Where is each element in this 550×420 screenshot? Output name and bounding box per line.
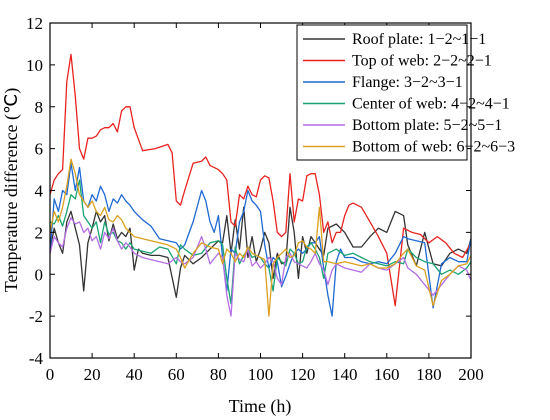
- y-tick-label: 2: [35, 223, 44, 242]
- series-line-6: [49, 158, 472, 317]
- x-tick-label: 160: [374, 365, 400, 384]
- x-tick-label: 60: [168, 365, 185, 384]
- x-tick-label: 20: [84, 365, 101, 384]
- series-layer: [49, 53, 472, 317]
- y-axis-title: Temperature difference (℃): [1, 88, 22, 293]
- legend: Roof plate: 1−2~1−1 Top of web: 2−2~2−1 Fl…: [296, 24, 515, 161]
- x-tick-label: 40: [126, 365, 143, 384]
- y-tick-label: 4: [35, 182, 44, 201]
- y-tick-label: -2: [29, 307, 43, 326]
- legend-label-3: Flange: 3−2~3−1: [352, 74, 463, 91]
- y-tick-label: 8: [35, 98, 44, 117]
- legend-label-1: Roof plate: 1−2~1−1: [352, 31, 486, 48]
- x-tick-label: 0: [46, 365, 55, 384]
- x-tick-label: 200: [458, 365, 484, 384]
- legend-label-4: Center of web: 4−2~4−1: [352, 96, 510, 113]
- y-tick-label: 12: [26, 14, 43, 33]
- ticks-layer: 0 20 40 60 80 100 120 140 160 180 200 -4 -2 0 2 4 6 8 10 12: [26, 14, 484, 384]
- series-line-1: [49, 206, 472, 298]
- series-line-2: [49, 53, 472, 307]
- y-tick-label: 10: [26, 56, 43, 75]
- legend-label-6: Bottom of web: 6−2~6−3: [352, 139, 515, 156]
- x-tick-label: 80: [210, 365, 227, 384]
- y-tick-label: -4: [29, 349, 44, 368]
- legend-label-5: Bottom plate: 5−2~5−1: [352, 117, 502, 134]
- legend-label-2: Top of web: 2−2~2−1: [352, 53, 492, 70]
- x-axis-title: Time (h): [229, 396, 292, 417]
- x-tick-label: 100: [248, 365, 274, 384]
- series-line-3: [49, 162, 472, 317]
- y-tick-label: 0: [35, 265, 44, 284]
- x-tick-label: 180: [416, 365, 442, 384]
- legend-box: [296, 24, 468, 161]
- x-tick-label: 120: [290, 365, 316, 384]
- x-tick-label: 140: [332, 365, 358, 384]
- y-tick-label: 6: [35, 140, 44, 159]
